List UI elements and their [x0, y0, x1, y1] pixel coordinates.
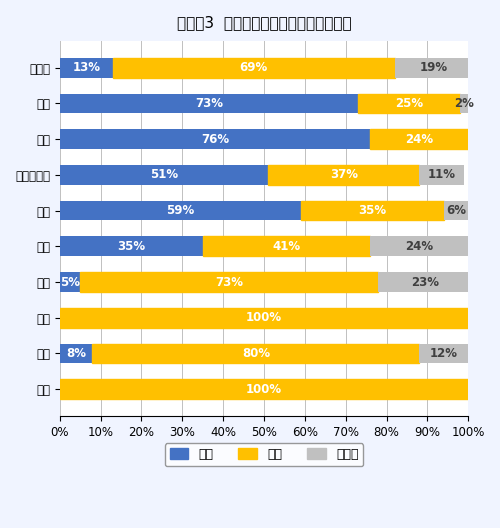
- Bar: [301, 201, 444, 220]
- Bar: [80, 272, 378, 292]
- Legend: あり, なし, 無回答: あり, なし, 無回答: [164, 443, 364, 466]
- Text: 19%: 19%: [420, 61, 448, 74]
- Bar: [378, 272, 472, 292]
- Text: 73%: 73%: [216, 276, 244, 288]
- Text: 12%: 12%: [430, 347, 458, 360]
- Text: 24%: 24%: [405, 240, 434, 253]
- Text: 24%: 24%: [405, 133, 434, 146]
- Bar: [268, 165, 420, 185]
- Text: 35%: 35%: [358, 204, 386, 217]
- Bar: [113, 58, 395, 78]
- Text: 2%: 2%: [454, 97, 474, 110]
- Bar: [60, 272, 80, 292]
- Bar: [60, 93, 358, 114]
- Text: 100%: 100%: [246, 383, 282, 395]
- Bar: [92, 344, 419, 363]
- Bar: [60, 344, 92, 363]
- Text: 51%: 51%: [150, 168, 178, 182]
- Bar: [60, 379, 469, 399]
- Text: 41%: 41%: [272, 240, 300, 253]
- Bar: [358, 93, 460, 114]
- Text: 73%: 73%: [195, 97, 223, 110]
- Bar: [60, 165, 268, 185]
- Text: 8%: 8%: [66, 347, 86, 360]
- Text: 13%: 13%: [72, 61, 101, 74]
- Text: 80%: 80%: [242, 347, 270, 360]
- Bar: [60, 308, 469, 327]
- Text: 25%: 25%: [395, 97, 423, 110]
- Bar: [370, 129, 468, 149]
- Text: 35%: 35%: [117, 240, 145, 253]
- Text: 5%: 5%: [60, 276, 80, 288]
- Bar: [420, 165, 464, 185]
- Bar: [444, 201, 468, 220]
- Bar: [60, 237, 203, 256]
- Bar: [420, 344, 469, 363]
- Title: グラフ3  低温、日照不足による登熟不良: グラフ3 低温、日照不足による登熟不良: [176, 15, 352, 30]
- Bar: [395, 58, 472, 78]
- Text: 76%: 76%: [201, 133, 229, 146]
- Text: 69%: 69%: [240, 61, 268, 74]
- Bar: [202, 237, 370, 256]
- Text: 37%: 37%: [330, 168, 357, 182]
- Bar: [60, 129, 370, 149]
- Bar: [370, 237, 468, 256]
- Bar: [60, 201, 301, 220]
- Text: 23%: 23%: [412, 276, 440, 288]
- Text: 59%: 59%: [166, 204, 194, 217]
- Text: 100%: 100%: [246, 311, 282, 324]
- Text: 11%: 11%: [428, 168, 456, 182]
- Bar: [460, 93, 468, 114]
- Bar: [60, 58, 113, 78]
- Text: 6%: 6%: [446, 204, 466, 217]
